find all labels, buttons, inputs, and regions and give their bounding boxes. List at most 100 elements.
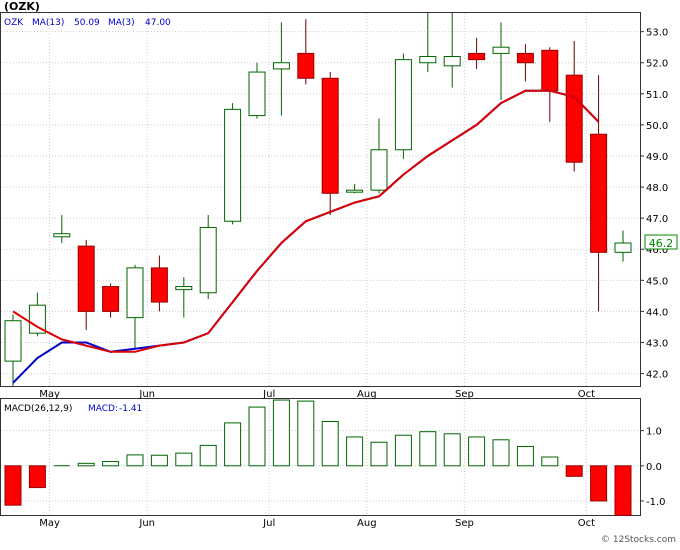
candle-body-up xyxy=(370,149,388,191)
macd-bar-negative xyxy=(28,465,46,489)
candle-body-down xyxy=(102,286,120,312)
price-y-tick-label: 46.0 xyxy=(646,245,668,256)
last-price-label: 46.2 xyxy=(649,237,674,250)
candle-body-up xyxy=(419,56,437,64)
macd-bar-positive xyxy=(516,445,534,467)
price-x-tick-label: May xyxy=(39,389,60,400)
price-y-tick-label: 44.0 xyxy=(646,307,668,318)
macd-bars xyxy=(4,399,632,516)
candle xyxy=(126,264,144,349)
candle-body-up xyxy=(4,320,22,362)
candle-body-up xyxy=(53,233,71,238)
price-y-tick-label: 42.0 xyxy=(646,370,668,381)
macd-legend-value-label: MACD: xyxy=(88,404,118,414)
chart-title: (OZK) xyxy=(4,0,40,13)
legend-ma13-label: MA(13) xyxy=(32,18,64,28)
candle xyxy=(346,183,364,194)
price-y-tick-label: 45.0 xyxy=(646,276,668,287)
candle-body-down xyxy=(297,52,315,79)
macd-bar-positive xyxy=(297,400,315,467)
macd-x-axis: May Jun Jul Aug Sep Oct xyxy=(39,518,595,529)
candle xyxy=(199,215,217,299)
macd-x-tick-label: Jul xyxy=(262,518,275,529)
ma3-line xyxy=(12,89,600,353)
candle xyxy=(565,40,583,172)
macd-bar-negative xyxy=(590,465,608,502)
price-y-tick-label: 53.0 xyxy=(646,28,668,39)
macd-bar-positive xyxy=(126,454,144,467)
candle xyxy=(272,22,290,116)
macd-bar-positive xyxy=(224,422,242,467)
legend-ma3-value: 47.00 xyxy=(145,18,171,28)
last-price-badge: 46.2 xyxy=(644,234,678,250)
candle xyxy=(394,53,412,160)
macd-bar-negative xyxy=(4,465,22,506)
candle xyxy=(224,103,242,225)
macd-legend-label: MACD(26,12,9) xyxy=(4,404,72,414)
macd-x-tick-label: Oct xyxy=(578,518,595,529)
macd-bar-positive xyxy=(77,462,95,467)
macd-bar-positive xyxy=(248,406,266,467)
macd-y-tick-label: 0.0 xyxy=(646,462,662,473)
macd-bar-positive xyxy=(419,431,437,467)
macd-y-tick-label: -1.0 xyxy=(646,497,666,508)
candle-body-down xyxy=(516,52,534,64)
candle-body-up xyxy=(199,226,217,294)
macd-y-axis: -1.0 0.0 1.0 xyxy=(640,427,666,508)
price-y-tick-label: 47.0 xyxy=(646,214,668,225)
macd-bar-positive xyxy=(468,436,486,467)
price-x-tick-label: Sep xyxy=(455,389,474,400)
price-x-tick-label: Jul xyxy=(262,389,275,400)
candle xyxy=(77,239,95,331)
candle-body-up xyxy=(492,46,510,54)
legend-ticker: OZK xyxy=(4,18,24,28)
macd-x-tick-label: Sep xyxy=(455,518,474,529)
candle xyxy=(175,277,193,318)
macd-grid xyxy=(1,399,640,515)
candlesticks xyxy=(4,13,632,386)
price-x-tick-label: Jun xyxy=(138,389,155,400)
legend-ma3-label: MA(3) xyxy=(108,18,135,28)
candle-body-up xyxy=(248,71,266,117)
macd-legend-value: -1.41 xyxy=(119,404,142,414)
price-panel xyxy=(0,12,641,387)
candle-body-up xyxy=(224,108,242,222)
macd-bar-positive xyxy=(272,399,290,467)
candle-body-down xyxy=(321,77,339,194)
macd-bar-positive xyxy=(346,436,364,467)
macd-bar-positive xyxy=(370,441,388,467)
candle-body-up xyxy=(346,189,364,193)
macd-x-tick-label: Aug xyxy=(357,518,377,529)
candle-body-down xyxy=(590,133,608,253)
candle xyxy=(4,314,22,386)
macd-bar-positive xyxy=(150,454,168,467)
macd-bar-positive xyxy=(492,439,510,467)
credit-text: © 12Stocks.com xyxy=(601,535,676,545)
macd-x-tick-label: May xyxy=(39,518,60,529)
macd-bar-positive xyxy=(443,433,461,467)
price-y-axis: 42.0 43.0 44.0 45.0 46.0 47.0 48.0 49.0 50.0 51.0… xyxy=(640,28,668,381)
price-x-tick-label: Aug xyxy=(357,389,377,400)
price-y-tick-label: 50.0 xyxy=(646,121,668,132)
price-y-tick-label: 52.0 xyxy=(646,59,668,70)
candle xyxy=(53,215,71,244)
candle xyxy=(468,37,486,69)
candle xyxy=(614,230,632,262)
candle xyxy=(321,72,339,216)
macd-bar-positive xyxy=(394,434,412,467)
candle-body-up xyxy=(443,56,461,67)
candle xyxy=(28,292,46,337)
price-x-axis: May Jun Jul Aug Sep Oct xyxy=(39,389,595,400)
macd-bar-negative xyxy=(614,465,632,516)
candle-body-down xyxy=(77,245,95,312)
candle-body-up xyxy=(175,286,193,291)
legend-ma13-value: 50.09 xyxy=(74,18,100,28)
price-x-tick-label: Oct xyxy=(578,389,595,400)
price-y-tick-label: 49.0 xyxy=(646,152,668,163)
candle xyxy=(102,283,120,318)
macd-bar-positive xyxy=(175,452,193,467)
candle xyxy=(248,62,266,119)
candle xyxy=(419,13,437,73)
candle-body-up xyxy=(614,242,632,253)
